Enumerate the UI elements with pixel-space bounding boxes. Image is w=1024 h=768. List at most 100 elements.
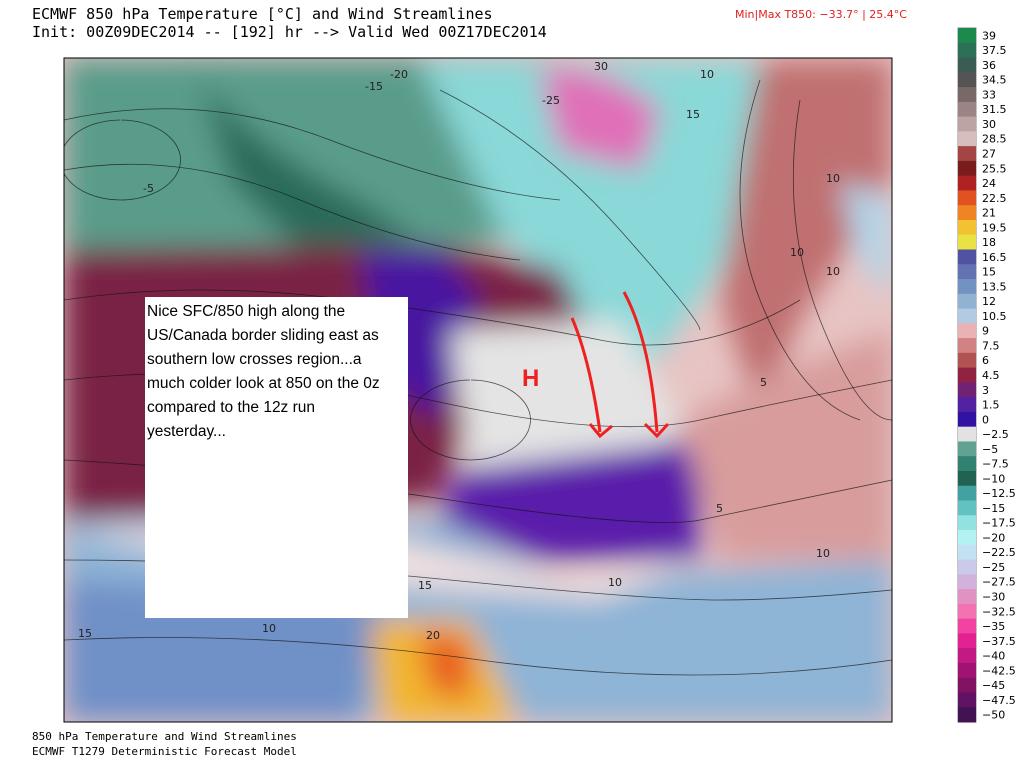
colorbar-swatch: [958, 338, 976, 354]
colorbar-swatch: [958, 131, 976, 147]
contour-label: 15: [78, 627, 92, 640]
colorbar-label: −50: [982, 709, 1005, 722]
colorbar-swatch: [958, 308, 976, 324]
arrow-head: [588, 423, 613, 439]
colorbar-label: −17.5: [982, 517, 1016, 530]
colorbar-label: 21: [982, 207, 996, 220]
annotation-box: [145, 297, 408, 618]
contour-label: 5: [716, 502, 723, 515]
colorbar-label: 16.5: [982, 251, 1007, 264]
colorbar-label: 12: [982, 295, 996, 308]
colorbar-label: 30: [982, 118, 996, 131]
contour-label: 5: [760, 376, 767, 389]
colorbar-swatch: [958, 707, 976, 723]
colorbar-label: 4.5: [982, 369, 1000, 382]
colorbar-swatch: [958, 234, 976, 250]
annotation-line: southern low crosses region...a: [147, 351, 362, 368]
colorbar-swatch: [958, 323, 976, 339]
colorbar-swatch: [958, 692, 976, 708]
colorbar-swatch: [958, 382, 976, 398]
colorbar-swatch: [958, 146, 976, 162]
colorbar-swatch: [958, 603, 976, 620]
colorbar-swatch: [958, 648, 976, 664]
colorbar-swatch: [958, 190, 976, 206]
colorbar-label: −35: [982, 620, 1005, 633]
colorbar-swatch: [958, 544, 976, 561]
colorbar-swatch: [958, 559, 976, 575]
colorbar-label: 0: [982, 413, 989, 426]
colorbar-swatch: [958, 397, 976, 413]
annotation: Nice SFC/850 high along the US/Canada bor…: [147, 303, 380, 440]
colorbar-label: 25.5: [982, 162, 1007, 175]
colorbar-swatch: [958, 57, 976, 73]
subtitle: Init: 00Z09DEC2014 -- [192] hr --> Valid…: [32, 23, 547, 41]
colorbar-label: −45: [982, 679, 1005, 692]
contour-label: -5: [143, 182, 154, 195]
colorbar-swatch: [958, 618, 976, 634]
colorbar-swatch: [958, 589, 976, 605]
contour-label: 10: [826, 265, 840, 278]
arrow-head: [643, 422, 670, 439]
annotation-line: Nice SFC/850 high along the: [147, 303, 345, 320]
colorbar-label: −47.5: [982, 694, 1016, 707]
colorbar-label: −10: [982, 472, 1005, 485]
colorbar-label: −25: [982, 561, 1005, 574]
contour-label: 10: [262, 622, 276, 635]
colorbar-label: 19.5: [982, 221, 1007, 234]
title: ECMWF 850 hPa Temperature [°C] and Wind …: [32, 5, 493, 23]
contour-label: -25: [542, 94, 560, 107]
colorbar-label: 6: [982, 354, 989, 367]
colorbar-label: −27.5: [982, 576, 1016, 589]
colorbar-label: 31.5: [982, 103, 1007, 116]
annotation-line: yesterday...: [147, 423, 226, 440]
contour-label: 20: [426, 629, 440, 642]
colorbar-label: −22.5: [982, 546, 1016, 559]
colorbar-swatch: [958, 28, 976, 44]
colorbar-label: 15: [982, 266, 996, 279]
colorbar-swatch: [958, 485, 976, 502]
colorbar-label: 36: [982, 59, 996, 72]
colorbar-swatch: [958, 42, 976, 59]
colorbar-label: 13.5: [982, 280, 1007, 293]
colorbar-swatch: [958, 530, 976, 546]
colorbar-label: 39: [982, 29, 996, 42]
colorbar-swatch: [958, 470, 976, 487]
colorbar-swatch: [958, 175, 976, 191]
colorbar-label: −37.5: [982, 635, 1016, 648]
colorbar-label: 7.5: [982, 339, 1000, 352]
arrow: [622, 291, 659, 433]
colorbar-swatch: [958, 662, 976, 679]
colorbar-label: 9: [982, 325, 989, 338]
colorbar-label: 22.5: [982, 192, 1007, 205]
colorbar-label: 1.5: [982, 399, 1000, 412]
map-frame: [63, 57, 893, 723]
colorbar: 3937.53634.53331.53028.52725.52422.52119…: [958, 28, 1016, 723]
colorbar-swatch: [958, 264, 976, 280]
colorbar-label: −7.5: [982, 458, 1009, 471]
footer-line: ECMWF T1279 Deterministic Forecast Model: [32, 745, 297, 758]
colorbar-label: 34.5: [982, 74, 1007, 87]
colorbar-label: −20: [982, 531, 1005, 544]
annotation-line: US/Canada border sliding east as: [147, 327, 379, 344]
colorbar-label: 37.5: [982, 44, 1007, 57]
colorbar-swatch: [958, 677, 976, 693]
colorbar-label: −32.5: [982, 605, 1016, 618]
colorbar-swatch: [958, 101, 976, 118]
colorbar-swatch: [958, 87, 976, 103]
colorbar-swatch: [958, 219, 976, 236]
colorbar-swatch: [958, 160, 976, 177]
colorbar-label: 24: [982, 177, 996, 190]
colorbar-swatch: [958, 205, 976, 221]
min-max: Min|Max T850: −33.7° | 25.4°C: [735, 8, 907, 21]
contour-label: 30: [594, 60, 608, 73]
contour-label: 15: [686, 108, 700, 121]
contour-label: -20: [390, 68, 408, 81]
colorbar-swatch: [958, 249, 976, 265]
colorbar-swatch: [958, 72, 976, 88]
contour-label: 15: [418, 579, 432, 592]
colorbar-label: 10.5: [982, 310, 1007, 323]
contour-label: 10: [608, 576, 622, 589]
colorbar-label: 33: [982, 88, 996, 101]
colorbar-label: 3: [982, 384, 989, 397]
